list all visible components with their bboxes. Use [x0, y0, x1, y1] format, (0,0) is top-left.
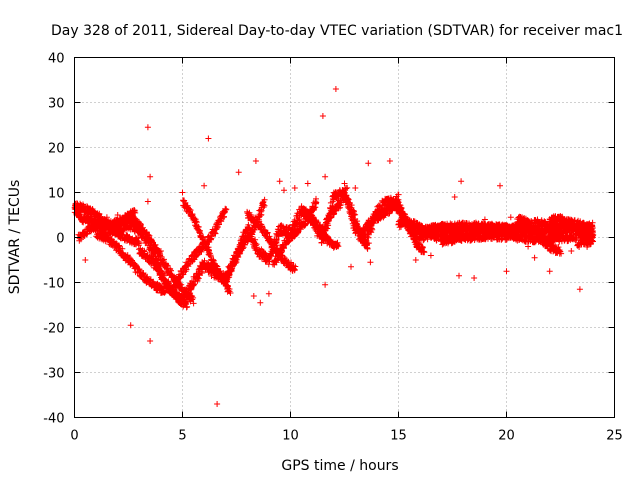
plot-frame: [74, 57, 615, 418]
x-tick-label: 25: [606, 429, 623, 444]
y-tick-label: -10: [43, 277, 64, 292]
x-axis-label: GPS time / hours: [281, 458, 398, 474]
y-tick-label: 0: [56, 232, 64, 247]
y-tick-label: 10: [48, 187, 65, 202]
x-tick-label: 0: [70, 429, 78, 444]
y-axis-label: SDTVAR / TECUs: [7, 180, 23, 295]
data-points: [71, 86, 597, 407]
x-tick-label: 10: [282, 429, 299, 444]
chart-title: Day 328 of 2011, Sidereal Day-to-day VTE…: [51, 23, 623, 39]
y-tick-label: -30: [43, 367, 64, 382]
x-tick-label: 20: [498, 429, 515, 444]
axes: 0 5 10 15 20 25 -40 -30 -20 -10 0 10 20 30 40: [43, 52, 623, 444]
y-tick-label: -40: [43, 412, 64, 427]
x-tick-label: 15: [390, 429, 407, 444]
y-tick-label: -20: [43, 322, 64, 337]
y-tick-label: 20: [48, 142, 65, 157]
x-tick-label: 5: [178, 429, 186, 444]
scatter-markers: [71, 86, 597, 407]
y-tick-label: 40: [48, 52, 65, 67]
y-tick-label: 30: [48, 97, 65, 112]
